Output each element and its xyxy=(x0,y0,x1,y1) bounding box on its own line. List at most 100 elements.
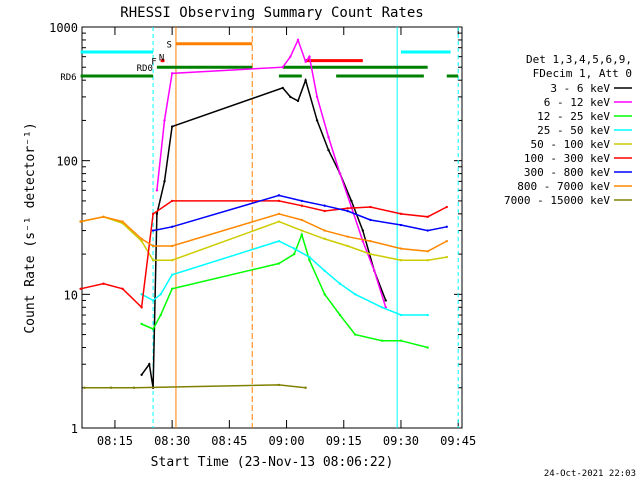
series-point-7 xyxy=(300,218,304,222)
y-tick-label: 100 xyxy=(56,155,78,169)
series-point-5 xyxy=(346,207,349,210)
series-point-6 xyxy=(369,218,372,222)
series-point-7 xyxy=(426,250,429,253)
series-point-2 xyxy=(354,333,357,336)
series-point-0 xyxy=(296,99,300,103)
series-point-1 xyxy=(338,172,342,175)
series-point-1 xyxy=(281,66,284,69)
series-point-0 xyxy=(327,148,330,152)
legend-entry-label: 300 - 800 keV xyxy=(524,166,610,179)
series-point-3 xyxy=(159,293,162,296)
series-point-0 xyxy=(315,119,319,122)
series-point-3 xyxy=(354,293,357,296)
series-point-4 xyxy=(151,259,155,262)
series-line-5 xyxy=(80,200,448,309)
flag-rd0-label: RD0 xyxy=(137,64,153,74)
series-point-5 xyxy=(300,204,304,207)
series-point-1 xyxy=(155,189,159,192)
flag-f-label: F xyxy=(151,58,156,68)
series-point-5 xyxy=(121,287,124,291)
series-line-8 xyxy=(84,384,306,389)
series-point-4 xyxy=(300,229,304,232)
series-point-4 xyxy=(277,220,281,223)
series-point-2 xyxy=(399,339,403,342)
series-point-1 xyxy=(373,269,376,272)
series-point-8 xyxy=(277,383,281,387)
series-point-4 xyxy=(399,259,403,262)
y-tick-label: 1000 xyxy=(49,21,78,35)
series-point-1 xyxy=(289,55,292,58)
series-point-2 xyxy=(338,313,342,317)
series-point-3 xyxy=(292,247,296,250)
x-tick-label: 08:15 xyxy=(97,434,133,448)
series-point-6 xyxy=(399,223,403,227)
series-point-8 xyxy=(132,386,136,389)
series-point-6 xyxy=(346,209,349,213)
x-tick-label: 08:30 xyxy=(154,434,190,448)
series-point-1 xyxy=(304,60,307,63)
plot-area: 08:15 08:30 08:45 09:00 09:15 09:30 09:45 1 10 10… xyxy=(49,21,476,448)
series-point-5 xyxy=(445,205,448,209)
series-point-0 xyxy=(163,180,166,183)
series-point-0 xyxy=(155,212,159,216)
series-point-7 xyxy=(445,239,448,243)
series-point-1 xyxy=(170,72,174,75)
series-point-7 xyxy=(102,215,105,219)
series-point-2 xyxy=(323,293,326,296)
series-point-8 xyxy=(83,386,86,389)
series-point-2 xyxy=(151,327,155,331)
series-point-3 xyxy=(308,255,311,259)
series-point-5 xyxy=(102,282,105,285)
series-point-3 xyxy=(140,293,143,296)
legend-entry-label: 800 - 7000 keV xyxy=(517,180,610,193)
series-point-3 xyxy=(426,313,429,317)
series-point-0 xyxy=(281,86,284,90)
series-point-7 xyxy=(323,229,326,232)
footer-date: 24-Oct-2021 22:03 xyxy=(544,469,636,479)
series-point-3 xyxy=(380,306,384,309)
series-point-3 xyxy=(151,299,155,302)
series-point-3 xyxy=(170,273,174,277)
series-point-0 xyxy=(350,199,353,203)
series-point-4 xyxy=(445,255,448,259)
series-point-6 xyxy=(170,225,174,229)
x-tick-label: 09:45 xyxy=(440,434,476,448)
series-point-7 xyxy=(140,237,143,241)
series-point-6 xyxy=(445,225,448,229)
x-axis-label: Start Time (23-Nov-13 08:06:22) xyxy=(151,455,394,470)
legend-entry-label: 6 - 12 keV xyxy=(544,96,611,109)
series-point-6 xyxy=(426,229,429,232)
series-point-6 xyxy=(323,204,326,207)
series-line-0 xyxy=(140,77,387,388)
series-point-4 xyxy=(140,239,143,243)
series-point-7 xyxy=(369,239,372,243)
legend-entry-label: 100 - 300 keV xyxy=(524,152,610,165)
x-tick-label: 09:30 xyxy=(383,434,419,448)
series-point-2 xyxy=(140,322,143,326)
legend-entry-label: 3 - 6 keV xyxy=(550,82,610,95)
flag-n-label: N xyxy=(159,54,164,64)
series-point-0 xyxy=(148,363,151,366)
series-point-8 xyxy=(109,386,113,389)
series-point-2 xyxy=(277,262,281,265)
series-point-7 xyxy=(399,247,403,250)
series-point-5 xyxy=(399,212,403,216)
series-point-6 xyxy=(151,229,155,232)
legend-header-1: Det 1,3,4,5,6,9, xyxy=(526,53,632,66)
series-point-0 xyxy=(384,299,387,302)
series-point-1 xyxy=(361,239,365,243)
flag-s-label: S xyxy=(167,41,172,51)
series-point-5 xyxy=(369,205,372,209)
x-tick-label: 08:45 xyxy=(211,434,247,448)
series-point-7 xyxy=(346,235,349,238)
series-point-1 xyxy=(308,55,311,58)
y-tick-label: 10 xyxy=(64,288,78,302)
series-point-5 xyxy=(323,209,326,213)
x-tick-label: 09:15 xyxy=(326,434,362,448)
series-line-6 xyxy=(152,194,447,232)
series-point-0 xyxy=(361,229,365,232)
series-line-7 xyxy=(80,213,448,253)
series-point-1 xyxy=(296,38,300,42)
series-point-7 xyxy=(151,244,155,248)
